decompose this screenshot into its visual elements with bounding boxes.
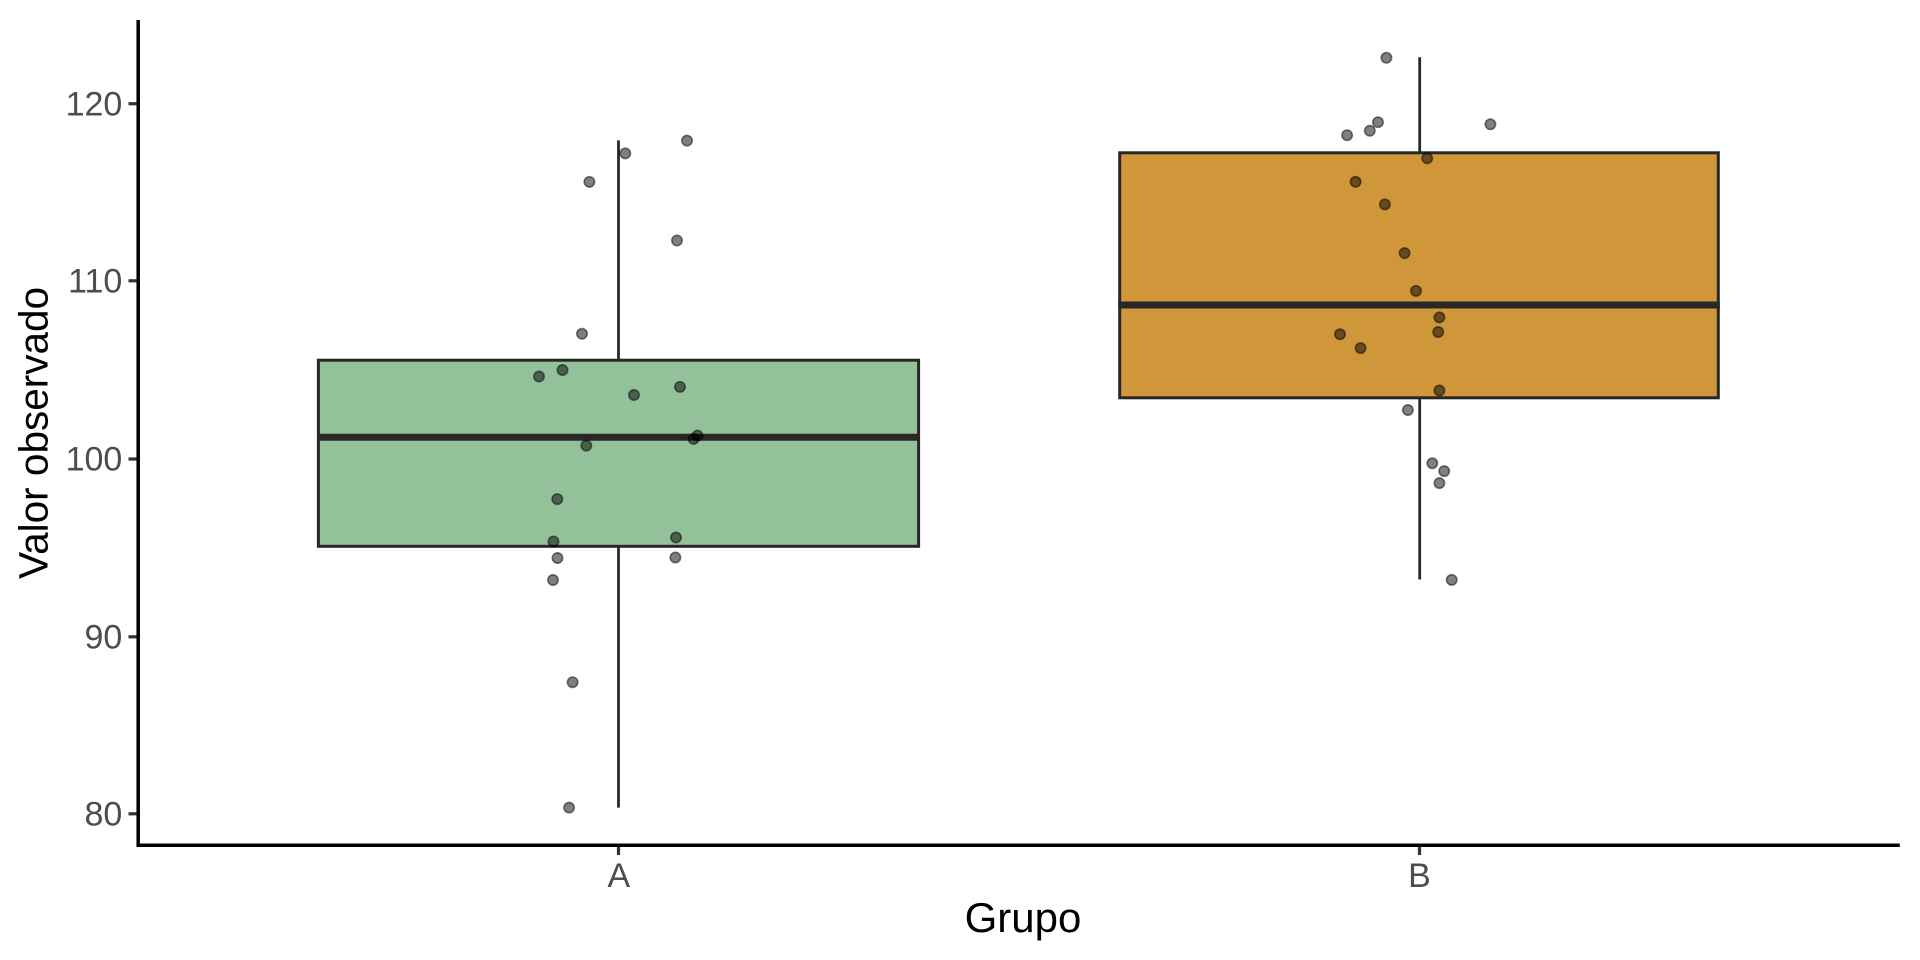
svg-text:100: 100 <box>66 441 123 479</box>
svg-text:120: 120 <box>66 85 123 123</box>
svg-text:A: A <box>607 857 630 895</box>
svg-text:B: B <box>1408 857 1431 895</box>
svg-text:110: 110 <box>68 263 122 301</box>
svg-text:90: 90 <box>84 619 122 657</box>
svg-text:Grupo: Grupo <box>965 894 1082 941</box>
svg-text:Valor observado: Valor observado <box>11 287 57 579</box>
svg-text:80: 80 <box>84 796 122 834</box>
